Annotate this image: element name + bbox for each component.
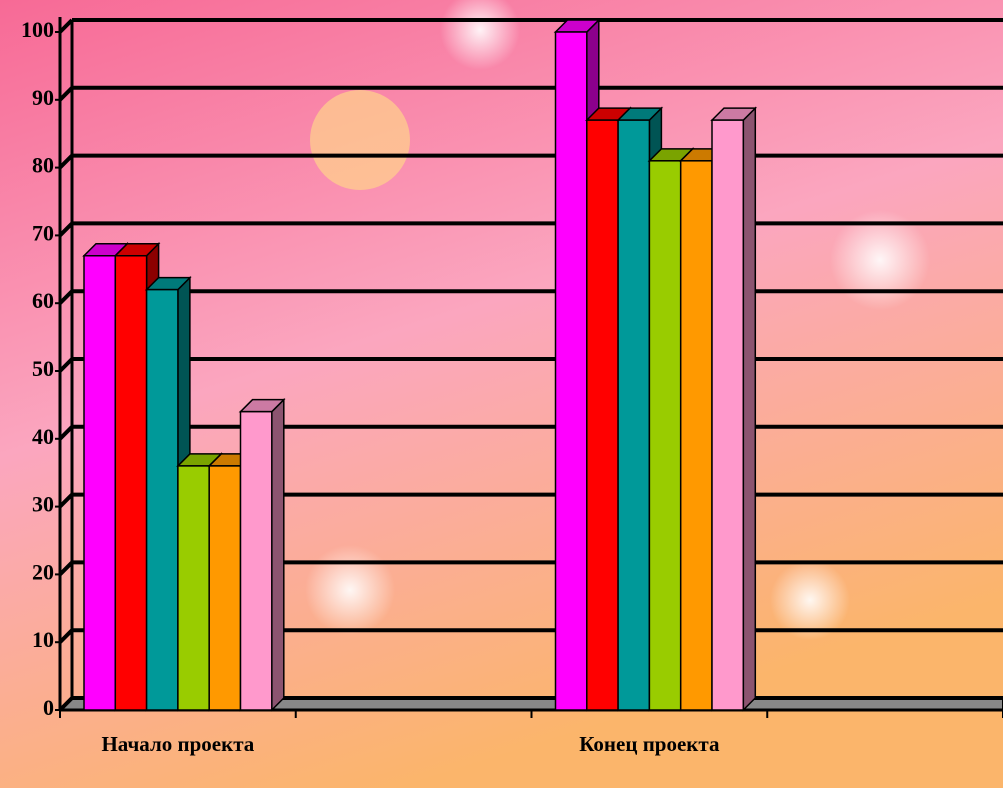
bar-front <box>114 254 148 711</box>
bar-front <box>145 288 179 711</box>
grid-line <box>58 425 74 441</box>
grid-line <box>58 289 74 305</box>
y-tick-label: 100 <box>21 17 54 42</box>
grid-line <box>58 628 74 644</box>
grid-line <box>58 493 74 509</box>
bar-front <box>679 160 713 711</box>
grid-line <box>58 560 74 576</box>
y-tick-label: 20 <box>32 559 54 584</box>
bar-front <box>554 31 588 711</box>
bar-side <box>742 106 757 712</box>
sparkle <box>305 545 395 635</box>
sparkle <box>440 0 520 70</box>
glow <box>310 90 410 190</box>
bar <box>238 397 286 712</box>
bar-front <box>586 119 619 711</box>
y-tick-label: 70 <box>32 220 54 245</box>
grid-line <box>58 18 74 34</box>
bar-front <box>177 465 210 711</box>
grid-line <box>58 357 74 373</box>
bar-front <box>208 465 242 711</box>
y-tick-label: 80 <box>32 153 54 178</box>
grid-line <box>58 154 74 170</box>
bar-front <box>711 119 745 711</box>
y-tick-label: 40 <box>32 424 54 449</box>
bar-front <box>617 119 651 711</box>
bar <box>710 106 758 712</box>
bar-side <box>271 397 285 712</box>
bar-front <box>239 410 273 711</box>
bar-front <box>648 160 682 711</box>
sparkle <box>830 210 930 310</box>
grid-line <box>58 86 74 102</box>
y-tick-label: 10 <box>32 627 54 652</box>
x-tick-label: Начало проекта <box>101 732 254 756</box>
plot: 0 10 20 30 40 50 60 70 80 90 100 Начало проекта Коне… <box>21 17 1003 756</box>
grid-line <box>58 221 74 237</box>
y-tick-label: 50 <box>32 356 54 381</box>
y-tick-label: 30 <box>32 492 54 517</box>
y-tick-label: 0 <box>43 695 54 720</box>
sparkle <box>770 560 850 640</box>
grid-line <box>58 696 74 712</box>
bar-front <box>83 254 117 711</box>
x-tick-label: Конец проекта <box>579 732 720 756</box>
y-tick-label: 60 <box>32 288 54 313</box>
y-tick-label: 90 <box>32 85 54 110</box>
